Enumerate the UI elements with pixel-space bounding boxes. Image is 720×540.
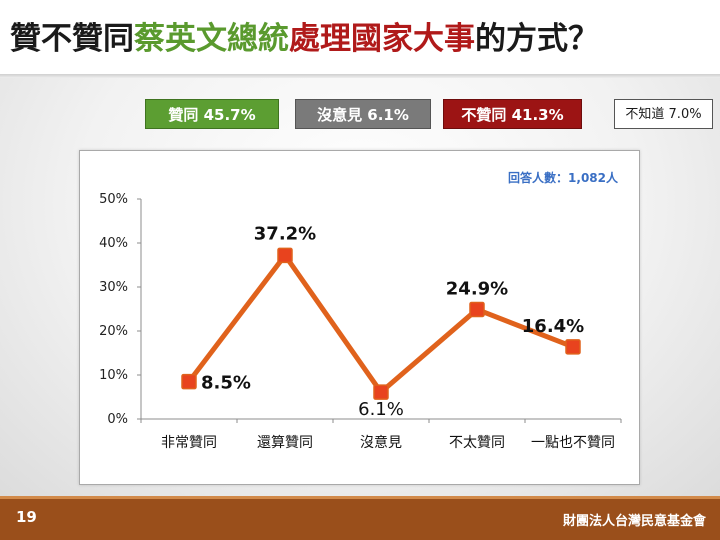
title-part-1: 贊不贊同	[10, 21, 134, 57]
data-point-marker	[469, 301, 485, 318]
data-point-marker	[373, 384, 389, 400]
footer-bar	[0, 496, 720, 540]
page-number: 19	[16, 508, 37, 526]
data-label: 6.1%	[358, 399, 404, 420]
chart-frame: 回答人數：1,082人 0% 10% 20% 30% 40% 50% 非常贊同 還算贊同 沒意見 不…	[79, 150, 640, 485]
data-label: 16.4%	[522, 316, 584, 337]
x-tick-label: 一點也不贊同	[531, 435, 615, 451]
data-point-marker	[277, 247, 293, 264]
data-label: 37.2%	[254, 223, 316, 244]
x-tick-label: 還算贊同	[257, 435, 313, 451]
data-label: 8.5%	[201, 373, 251, 394]
page-title: 贊不贊同蔡英文總統處理國家大事的方式？	[10, 14, 599, 64]
y-tick-label: 0%	[107, 412, 128, 427]
title-part-2: 蔡英文總統	[134, 21, 289, 57]
footer-accent-line	[0, 496, 720, 499]
line-chart: 回答人數：1,082人 0% 10% 20% 30% 40% 50% 非常贊同 還算贊同 沒意見 不…	[99, 170, 622, 451]
y-tick-label: 10%	[99, 368, 128, 383]
respondents-annotation: 回答人數：1,082人	[508, 170, 619, 185]
disagree-summary-box: 不贊同 41.3%	[443, 99, 582, 129]
unknown-summary-box: 不知道 7.0%	[614, 99, 713, 129]
title-part-3: 處理國家大事	[289, 21, 475, 57]
data-label: 24.9%	[446, 278, 508, 299]
title-part-4: 的方式？	[475, 21, 599, 57]
title-divider	[0, 74, 720, 78]
agree-summary-box: 贊同 45.7%	[145, 99, 279, 129]
data-point-marker	[565, 339, 581, 355]
x-tick-label: 沒意見	[360, 434, 402, 451]
y-tick-label: 20%	[99, 324, 128, 339]
y-tick-label: 40%	[99, 236, 128, 251]
x-tick-label: 不太贊同	[449, 435, 505, 451]
y-tick-label: 50%	[99, 192, 128, 207]
data-point-marker	[181, 373, 197, 390]
x-tick-label: 非常贊同	[161, 435, 217, 451]
organization-name: 財團法人台灣民意基金會	[562, 514, 706, 529]
neutral-summary-box: 沒意見 6.1%	[295, 99, 431, 129]
y-tick-label: 30%	[99, 280, 128, 295]
